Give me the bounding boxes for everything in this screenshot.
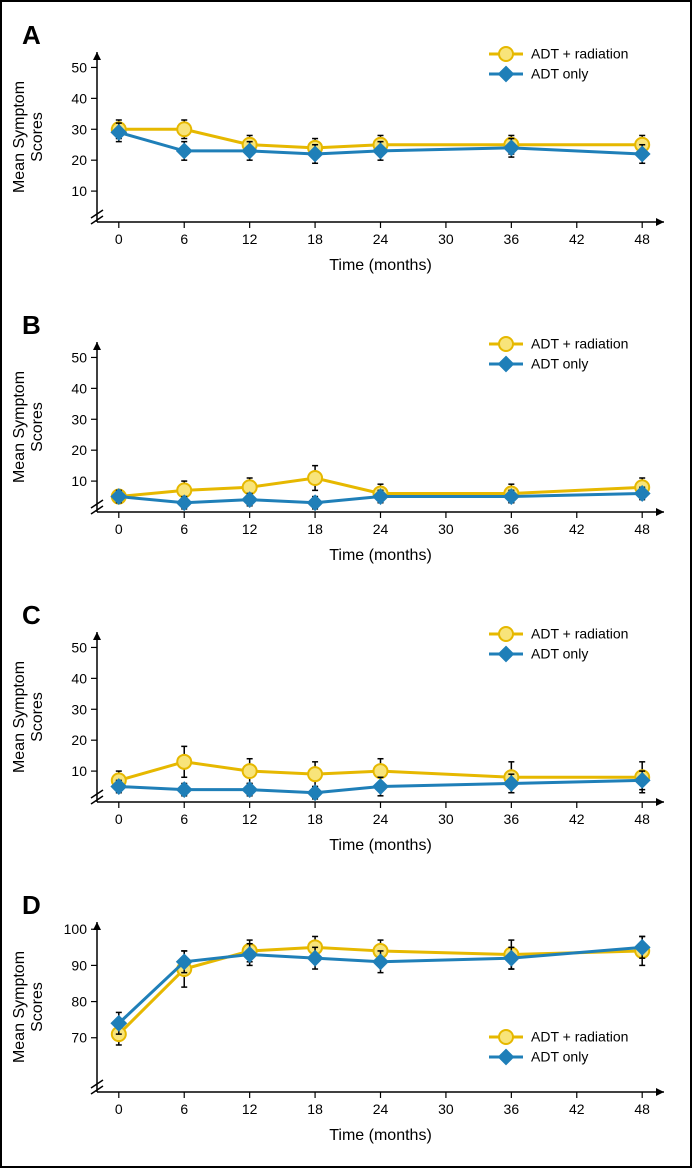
legend-label: ADT only bbox=[531, 66, 588, 82]
x-tick-label: 18 bbox=[307, 811, 323, 827]
y-tick-label: 80 bbox=[71, 994, 87, 1010]
x-tick-label: 0 bbox=[115, 1101, 123, 1117]
svg-text:Scores: Scores bbox=[29, 402, 46, 452]
x-tick-label: 48 bbox=[634, 521, 650, 537]
svg-text:Scores: Scores bbox=[29, 692, 46, 742]
x-tick-label: 6 bbox=[180, 1101, 188, 1117]
x-tick-label: 36 bbox=[504, 231, 520, 247]
x-tick-label: 30 bbox=[438, 521, 454, 537]
x-tick-label: 30 bbox=[438, 1101, 454, 1117]
x-tick-label: 0 bbox=[115, 811, 123, 827]
y-tick-label: 40 bbox=[71, 90, 87, 106]
figure-container: A 0 6 12 18 24 30 36 42 48 Time (months) 10 20 30 40 50… bbox=[0, 0, 692, 1168]
x-tick-label: 18 bbox=[307, 231, 323, 247]
y-tick-label: 10 bbox=[71, 473, 87, 489]
x-tick-label: 48 bbox=[634, 231, 650, 247]
legend-label: ADT + radiation bbox=[531, 46, 628, 62]
legend-label: ADT only bbox=[531, 356, 588, 372]
y-tick-label: 70 bbox=[71, 1030, 87, 1046]
panel-label: D bbox=[22, 890, 41, 920]
y-tick-label: 40 bbox=[71, 670, 87, 686]
x-tick-label: 30 bbox=[438, 811, 454, 827]
y-axis-title: Mean SymptomScores bbox=[11, 951, 46, 1063]
y-tick-label: 20 bbox=[71, 442, 87, 458]
y-tick-label: 20 bbox=[71, 732, 87, 748]
x-axis-title: Time (months) bbox=[329, 1127, 432, 1144]
x-tick-label: 36 bbox=[504, 811, 520, 827]
x-tick-label: 24 bbox=[373, 811, 389, 827]
x-tick-label: 36 bbox=[504, 521, 520, 537]
panel-D: D 0 6 12 18 24 30 36 42 48 Time (months) 70 80 90 100 M… bbox=[2, 882, 692, 1162]
x-tick-label: 42 bbox=[569, 231, 585, 247]
panel-A: A 0 6 12 18 24 30 36 42 48 Time (months) 10 20 30 40 50… bbox=[2, 12, 692, 292]
y-tick-label: 30 bbox=[71, 411, 87, 427]
x-tick-label: 42 bbox=[569, 521, 585, 537]
x-tick-label: 42 bbox=[569, 1101, 585, 1117]
y-tick-label: 40 bbox=[71, 380, 87, 396]
y-tick-label: 20 bbox=[71, 152, 87, 168]
legend: ADT + radiation ADT only bbox=[489, 46, 628, 82]
x-tick-label: 30 bbox=[438, 231, 454, 247]
x-tick-label: 12 bbox=[242, 521, 258, 537]
x-tick-label: 24 bbox=[373, 231, 389, 247]
x-tick-label: 24 bbox=[373, 1101, 389, 1117]
y-axis-title: Mean SymptomScores bbox=[11, 81, 46, 193]
panel-label: C bbox=[22, 600, 41, 630]
y-tick-label: 90 bbox=[71, 957, 87, 973]
x-tick-label: 6 bbox=[180, 521, 188, 537]
svg-text:Scores: Scores bbox=[29, 112, 46, 162]
y-tick-label: 10 bbox=[71, 763, 87, 779]
legend-label: ADT + radiation bbox=[531, 1029, 628, 1045]
x-tick-label: 0 bbox=[115, 521, 123, 537]
x-tick-label: 24 bbox=[373, 521, 389, 537]
x-tick-label: 36 bbox=[504, 1101, 520, 1117]
y-tick-label: 50 bbox=[71, 349, 87, 365]
svg-text:Scores: Scores bbox=[29, 982, 46, 1032]
svg-text:Mean Symptom: Mean Symptom bbox=[11, 371, 28, 483]
y-axis-title: Mean SymptomScores bbox=[11, 371, 46, 483]
x-axis-title: Time (months) bbox=[329, 257, 432, 274]
x-tick-label: 6 bbox=[180, 231, 188, 247]
legend-label: ADT only bbox=[531, 1049, 588, 1065]
y-tick-label: 10 bbox=[71, 183, 87, 199]
legend: ADT + radiation ADT only bbox=[489, 336, 628, 372]
y-tick-label: 30 bbox=[71, 121, 87, 137]
x-axis-title: Time (months) bbox=[329, 837, 432, 854]
x-tick-label: 12 bbox=[242, 231, 258, 247]
y-tick-label: 30 bbox=[71, 701, 87, 717]
svg-text:Mean Symptom: Mean Symptom bbox=[11, 81, 28, 193]
x-tick-label: 42 bbox=[569, 811, 585, 827]
x-tick-label: 12 bbox=[242, 811, 258, 827]
y-tick-label: 50 bbox=[71, 639, 87, 655]
panel-label: A bbox=[22, 20, 41, 50]
y-tick-label: 100 bbox=[64, 921, 88, 937]
legend: ADT + radiation ADT only bbox=[489, 1029, 628, 1065]
svg-text:Mean Symptom: Mean Symptom bbox=[11, 661, 28, 773]
legend-label: ADT + radiation bbox=[531, 626, 628, 642]
legend-label: ADT + radiation bbox=[531, 336, 628, 352]
x-axis-title: Time (months) bbox=[329, 547, 432, 564]
x-tick-label: 12 bbox=[242, 1101, 258, 1117]
panel-B: B 0 6 12 18 24 30 36 42 48 Time (months) 10 20 30 40 50… bbox=[2, 302, 692, 582]
legend: ADT + radiation ADT only bbox=[489, 626, 628, 662]
panel-label: B bbox=[22, 310, 41, 340]
x-tick-label: 18 bbox=[307, 1101, 323, 1117]
legend-label: ADT only bbox=[531, 646, 588, 662]
x-tick-label: 48 bbox=[634, 1101, 650, 1117]
svg-text:Mean Symptom: Mean Symptom bbox=[11, 951, 28, 1063]
x-tick-label: 6 bbox=[180, 811, 188, 827]
panel-C: C 0 6 12 18 24 30 36 42 48 Time (months) 10 20 30 40 50… bbox=[2, 592, 692, 872]
x-tick-label: 48 bbox=[634, 811, 650, 827]
y-axis-title: Mean SymptomScores bbox=[11, 661, 46, 773]
y-tick-label: 50 bbox=[71, 59, 87, 75]
x-tick-label: 18 bbox=[307, 521, 323, 537]
x-tick-label: 0 bbox=[115, 231, 123, 247]
